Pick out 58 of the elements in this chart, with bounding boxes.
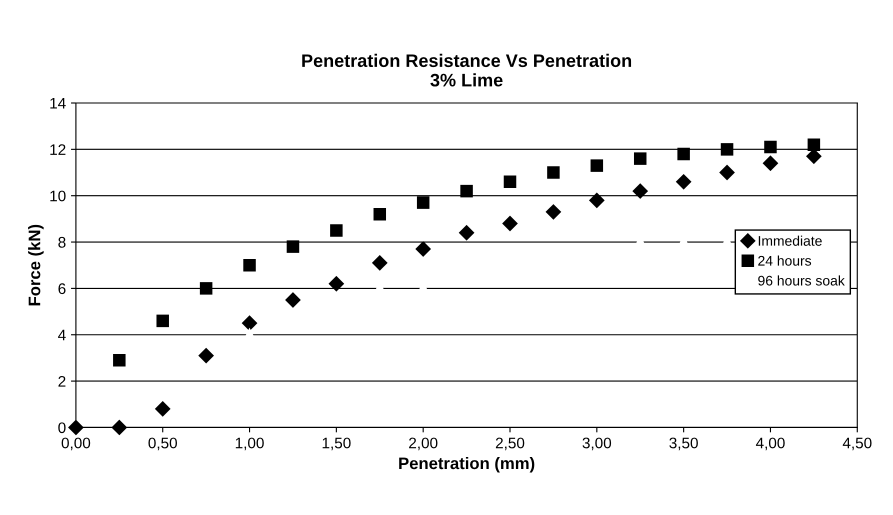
text: 96 hours soak (758, 275, 845, 286)
y-tick-label: 0 (58, 422, 66, 434)
point (112, 420, 127, 436)
point (504, 176, 516, 188)
legend-label: 24 hours (758, 256, 812, 266)
legend-label: Immediate (758, 236, 822, 246)
point (808, 138, 820, 151)
x-tick-label: 0,50 (148, 438, 177, 450)
point (764, 140, 777, 154)
y-tick-label: 2 (58, 376, 66, 387)
point (460, 184, 473, 198)
point (198, 348, 214, 364)
point (502, 216, 518, 232)
point (242, 316, 258, 331)
x-tick-label: 2,00 (409, 438, 438, 450)
point (330, 224, 343, 237)
point (546, 204, 561, 220)
point (243, 258, 256, 272)
point (374, 208, 386, 220)
x-axis-title: Penetration (mm) (399, 456, 534, 473)
point (328, 276, 344, 292)
x-tick-label: 0,00 (62, 438, 90, 450)
point (372, 255, 388, 270)
point (677, 148, 690, 160)
y-tick-label: 10 (50, 190, 66, 202)
point (589, 192, 604, 208)
point (68, 420, 84, 436)
y-tick-label: 6 (58, 283, 66, 294)
point (416, 241, 431, 257)
point (634, 152, 646, 165)
point (416, 196, 430, 209)
point (459, 225, 474, 240)
point (590, 159, 604, 172)
point (676, 174, 692, 190)
x-tick-label: 1,50 (322, 438, 351, 450)
point (547, 166, 560, 179)
point (285, 292, 301, 308)
point (156, 314, 169, 328)
point (720, 143, 734, 156)
y-tick-label: 8 (58, 236, 66, 248)
point (286, 240, 300, 253)
y-axis-title: Force (kN) (28, 224, 44, 306)
point (200, 282, 212, 295)
x-tick-label: 4,50 (842, 438, 872, 450)
y-tick-label: 12 (50, 144, 66, 155)
x-tick-label: 4,00 (756, 438, 785, 450)
y-tick-label: 14 (50, 98, 66, 109)
x-tick-label: 2,50 (496, 438, 524, 450)
point (719, 164, 735, 180)
point (762, 156, 778, 171)
y-tick-label: 4 (58, 330, 66, 340)
x-tick-label: 1,00 (236, 438, 264, 450)
point (155, 401, 170, 416)
point (632, 183, 648, 199)
x-tick-label: 3,50 (669, 438, 698, 450)
chart-title: Penetration Resistance Vs Penetration 3% Lime (302, 54, 632, 87)
x-tick-label: 3,00 (582, 438, 612, 450)
point (113, 354, 126, 366)
